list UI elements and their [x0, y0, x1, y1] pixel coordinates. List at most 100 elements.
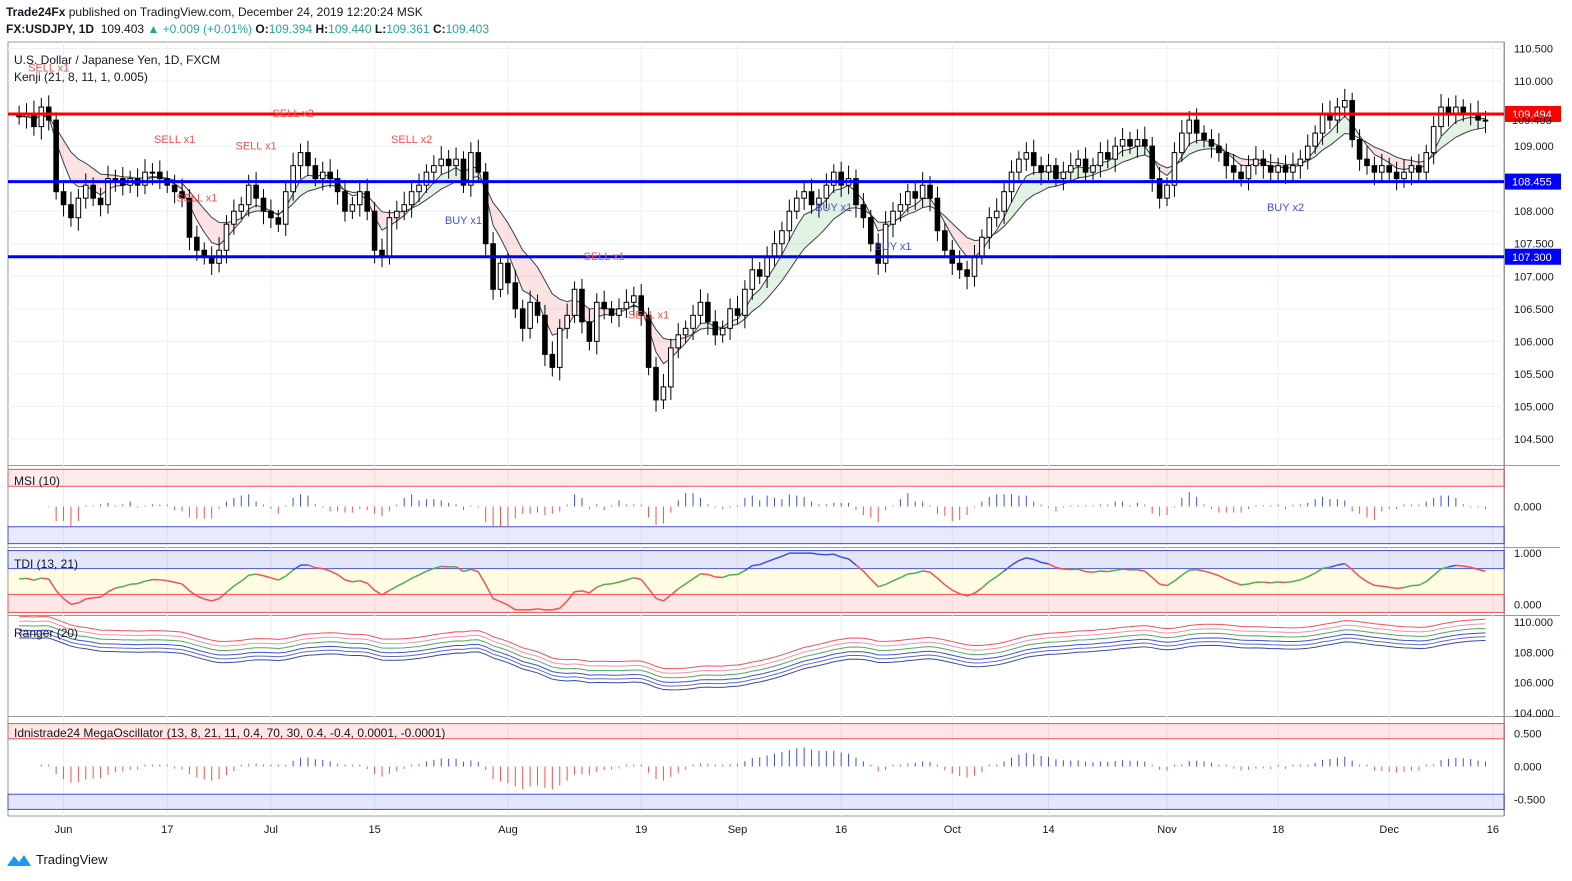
tdi-line-segment: [840, 556, 849, 560]
candle-body: [97, 197, 104, 206]
tdi-line-segment: [381, 589, 390, 596]
tradingview-logo[interactable]: TradingView: [6, 852, 108, 867]
kenji-band: [1189, 140, 1197, 155]
tdi-line-segment: [344, 579, 353, 583]
candle-body: [1075, 158, 1081, 167]
candle-body: [1282, 165, 1289, 173]
kenji-band: [530, 258, 538, 302]
candle-body: [1423, 152, 1430, 173]
kenji-band: [1115, 150, 1123, 167]
kenji-band: [700, 322, 708, 330]
candle-body: [1045, 165, 1052, 173]
tdi-line-segment: [500, 600, 509, 606]
candle-body: [1082, 158, 1089, 173]
tdi-line-segment: [685, 578, 694, 585]
candle-body: [971, 256, 978, 277]
kenji-band: [522, 250, 531, 295]
tdi-line-segment: [988, 576, 998, 583]
buy-signal-label: BUY x2: [1267, 202, 1304, 214]
candle-body: [142, 171, 148, 186]
tdi-line-segment: [359, 580, 368, 584]
candle-body: [253, 184, 259, 199]
open-value: 109.394: [268, 22, 313, 36]
x-tick-label: 17: [161, 824, 173, 836]
tdi-line-segment: [55, 590, 65, 600]
candle-body: [349, 204, 356, 212]
tdi-line-segment: [292, 564, 301, 571]
candle-body: [749, 269, 756, 290]
candle-body: [993, 210, 1000, 219]
candle-body: [1090, 165, 1096, 173]
candle-body: [445, 158, 452, 167]
tdi-line-segment: [507, 604, 516, 611]
x-tick-label: Aug: [498, 824, 518, 836]
candle-body: [756, 269, 763, 277]
candle-body: [1186, 119, 1193, 134]
kenji-band: [944, 216, 953, 237]
kenji-band: [419, 190, 427, 205]
kenji-fast-line: [19, 114, 1486, 365]
tdi-line-segment: [196, 595, 205, 600]
tradingview-brand: TradingView: [36, 852, 108, 867]
candle-body: [1149, 145, 1156, 180]
kenji-band: [767, 266, 775, 299]
tdi-line-segment: [225, 585, 235, 593]
candle-body: [1371, 165, 1378, 173]
y-tick-label: 109.000: [1514, 141, 1554, 153]
kenji-band: [759, 278, 768, 306]
kenji-band: [1374, 147, 1382, 159]
tdi-line-segment: [1396, 586, 1405, 590]
candle-body: [623, 301, 630, 310]
candle-body: [105, 178, 111, 206]
buy-signal-label: BUY x1: [874, 241, 911, 253]
ranger-band-line: [19, 616, 1486, 670]
candle-body: [82, 184, 89, 199]
candle-body: [816, 197, 822, 206]
tdi-line-segment: [907, 572, 916, 575]
tdi-line-segment: [677, 583, 687, 590]
candle-body: [1023, 152, 1030, 160]
candle-body: [890, 210, 896, 225]
candle-body: [1238, 171, 1244, 180]
candle-body: [616, 308, 622, 316]
tdi-line-segment: [329, 570, 338, 576]
msi-overbought-zone: [7, 468, 1505, 487]
tdi-line-segment: [218, 591, 227, 600]
published-text: published on TradingView.com, December 2…: [68, 5, 423, 19]
kenji-band: [841, 185, 849, 214]
tdi-line-segment: [618, 579, 627, 583]
x-tick-label: Dec: [1379, 824, 1399, 836]
candle-body: [668, 347, 674, 388]
candle-body: [1156, 178, 1163, 199]
symbol-name[interactable]: FX:USDJPY, 1D: [6, 22, 95, 36]
candle-body: [1401, 171, 1407, 180]
tdi-line-segment: [159, 578, 168, 582]
ranger-band-line: [19, 629, 1486, 683]
tdi-line-segment: [26, 577, 35, 581]
kenji-band: [507, 222, 516, 272]
candle-body: [601, 301, 607, 310]
candle-body: [905, 191, 911, 206]
candle-body: [31, 113, 37, 128]
tdi-line-segment: [167, 579, 175, 583]
buy-signal-label: BUY x1: [815, 202, 852, 214]
candle-body: [1319, 113, 1326, 134]
publisher-line: Trade24Fx published on TradingView.com, …: [6, 5, 423, 19]
candle-body: [675, 334, 682, 349]
tdi-line-segment: [900, 573, 909, 579]
publisher-name[interactable]: Trade24Fx: [6, 5, 66, 19]
candle-body: [542, 314, 548, 355]
candle-body: [779, 230, 785, 245]
tdi-y-tick: 1.000: [1514, 548, 1542, 560]
price-label: 109.494: [1512, 109, 1552, 121]
candle-body: [527, 301, 533, 329]
candle-body: [1386, 165, 1393, 173]
tdi-line-segment: [1211, 572, 1220, 577]
kenji-band: [796, 214, 805, 260]
tdi-line-segment: [604, 583, 612, 586]
candle-body: [808, 191, 815, 206]
candle-body: [505, 262, 511, 284]
price-label: 109.403: [1512, 115, 1552, 127]
price-label-bg: [1505, 173, 1561, 190]
